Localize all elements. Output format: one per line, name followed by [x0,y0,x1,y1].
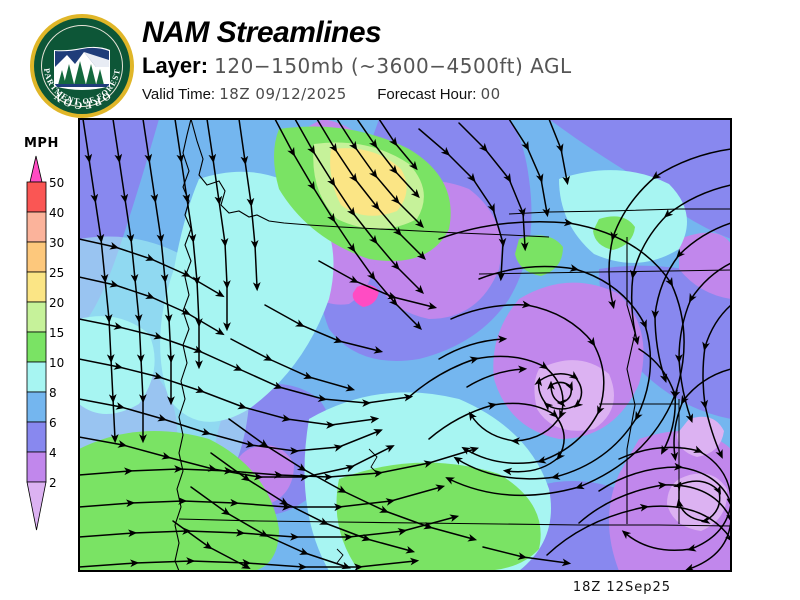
colorbar-tick-8: 8 [49,386,57,400]
forestry-seal-icon: OREGON DEPARTMENT OF FORESTRY [24,5,134,118]
colorbar-tick-50: 50 [49,176,64,190]
colorbar-band-8-10 [26,361,47,393]
colorbar-band-25-30 [26,241,47,273]
layer-line: Layer: 120−150mb (~3600−4500ft) AGL [142,51,572,81]
colorbar-band-2-4 [26,451,47,483]
map-timestamp: 18Z 12Sep25 [572,580,671,595]
page-header: OREGON DEPARTMENT OF FORESTRY NAM Stream… [0,0,800,118]
page-title: NAM Streamlines [142,16,382,49]
colorbar-band-6-8 [26,391,47,423]
wind-speed-colorbar: MPH 50 40 30 25 20 15 [8,136,76,536]
colorbar-band-30-40 [26,211,47,243]
layer-label: Layer: [142,53,209,78]
colorbar-svg: 50 40 30 25 20 15 10 8 6 4 2 [26,155,64,531]
colorbar-tick-15: 15 [49,326,64,340]
streamline-map[interactable]: 18Z 12Sep25 [78,118,732,595]
speed-shading-layer [79,119,731,571]
colorbar-units-label: MPH [24,136,59,151]
forecast-hour-value: 00 [480,85,501,103]
forecast-hour-label: Forecast Hour: [377,86,477,103]
title-block: NAM Streamlines Layer: 120−150mb (~3600−… [142,16,572,105]
colorbar-band-50plus [29,155,43,183]
colorbar-tick-6: 6 [49,416,57,430]
colorbar-band-15-20 [26,301,47,333]
colorbar-tick-20: 20 [49,296,64,310]
colorbar-tick-2: 2 [49,476,57,490]
colorbar-tick-4: 4 [49,446,57,460]
colorbar-band-40-50 [26,181,47,213]
colorbar-band-4-6 [26,421,47,453]
map-frame [79,119,731,571]
map-svg[interactable] [79,119,731,571]
valid-time-value: 18Z 09/12/2025 [219,85,347,103]
valid-time-line: Valid Time: 18Z 09/12/2025 Forecast Hour… [142,84,572,105]
streamlines-layer [79,119,731,571]
colorbar-tick-30: 30 [49,236,64,250]
colorbar-band-10-15 [26,331,47,363]
colorbar-band-20-25 [26,271,47,303]
valid-time-label: Valid Time: [142,86,216,103]
layer-value: 120−150mb (~3600−4500ft) AGL [214,54,572,78]
colorbar-band-0-2 [26,481,47,531]
colorbar-tick-10: 10 [49,356,64,370]
colorbar-tick-25: 25 [49,266,64,280]
colorbar-tick-40: 40 [49,206,64,220]
oregon-department-of-forestry-logo: OREGON DEPARTMENT OF FORESTRY [24,5,136,120]
colorbar-tick-labels: 50 40 30 25 20 15 10 8 6 4 2 [49,176,64,490]
